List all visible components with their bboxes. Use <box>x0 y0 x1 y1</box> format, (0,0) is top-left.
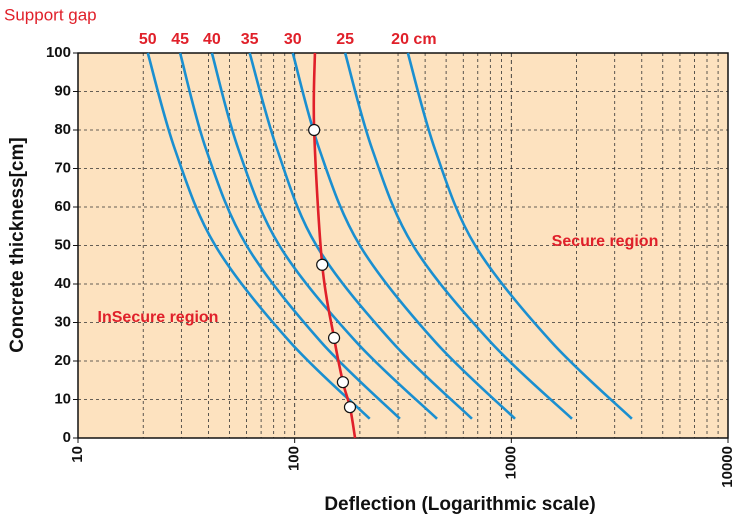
gap-point <box>316 258 329 271</box>
plot-frame <box>77 52 729 439</box>
curve <box>406 52 633 420</box>
curve <box>248 52 473 420</box>
series-label: 40 <box>203 31 221 48</box>
series-label: 45 <box>171 31 189 48</box>
y-axis-label: Concrete thickness[cm] <box>7 137 28 352</box>
series-label: 30 <box>284 31 302 48</box>
x-tick-label: 100 <box>286 446 303 471</box>
curve <box>178 52 401 420</box>
gap-point <box>336 376 350 389</box>
gap-point <box>343 401 357 414</box>
curve <box>146 52 371 420</box>
y-tick-label: 20 <box>54 352 71 369</box>
curve <box>343 52 573 420</box>
y-tick-label: 10 <box>54 390 71 407</box>
y-tick-label: 0 <box>63 429 71 446</box>
series-label: 20 cm <box>391 31 436 48</box>
y-tick-label: 50 <box>54 236 71 253</box>
y-tick-label: 80 <box>54 121 71 138</box>
series-label: 25 <box>336 31 354 48</box>
gap-point <box>327 331 341 344</box>
curve <box>210 52 438 420</box>
y-tick-label: 60 <box>54 198 71 215</box>
chart-title: Support gap <box>4 5 97 24</box>
y-tick-label: 100 <box>46 44 71 61</box>
gap-point <box>308 123 321 137</box>
y-tick-label: 40 <box>54 275 71 292</box>
y-tick-label: 90 <box>54 82 71 99</box>
series-label: 35 <box>241 31 259 48</box>
x-tick-label: 10000 <box>719 446 736 488</box>
region-label: Secure region <box>552 233 659 250</box>
region-label: InSecure region <box>98 309 219 326</box>
x-tick-label: 1000 <box>502 446 519 479</box>
series-label: 50 <box>139 31 157 48</box>
x-tick-label: 10 <box>69 446 86 463</box>
y-tick-label: 30 <box>54 313 71 330</box>
x-axis-label: Deflection (Logarithmic scale) <box>324 494 595 515</box>
y-tick-label: 70 <box>54 159 71 176</box>
